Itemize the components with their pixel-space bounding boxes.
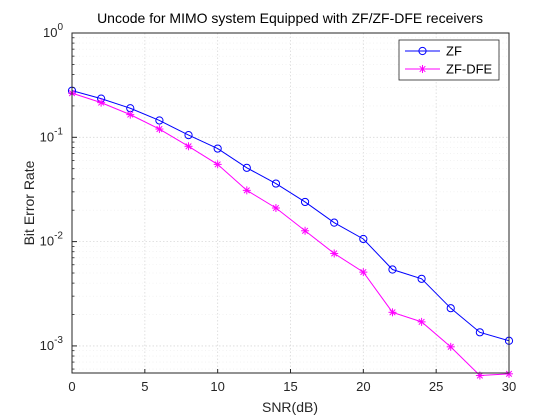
x-tick-label: 30: [502, 379, 516, 394]
data-point-asterisk: [330, 249, 339, 258]
data-point-circle: [446, 304, 455, 313]
x-tick-label: 25: [429, 379, 443, 394]
data-point-asterisk: [301, 226, 310, 235]
data-point-asterisk: [418, 65, 427, 73]
data-point-circle: [475, 328, 484, 337]
series-line-zf: [71, 90, 510, 342]
data-point-asterisk: [126, 110, 135, 119]
legend-box: [398, 39, 500, 81]
data-point-circle: [300, 197, 310, 207]
data-point-asterisk: [213, 160, 222, 169]
y-tick-label: 100: [43, 22, 63, 40]
data-point-asterisk: [184, 142, 193, 151]
data-point-circle: [388, 265, 397, 274]
y-axis-label: Bit Error Rate: [21, 160, 37, 245]
y-tick-label: 10-1: [40, 126, 64, 144]
y-tick-label: 10-2: [40, 231, 64, 249]
data-point-asterisk: [242, 186, 251, 195]
series-line-zf-dfe: [71, 92, 510, 377]
data-point-asterisk: [417, 317, 426, 326]
data-point-asterisk: [155, 125, 164, 134]
data-point-circle: [418, 46, 427, 56]
y-tick-label: 10-3: [40, 335, 64, 353]
data-point-circle: [242, 163, 251, 172]
x-tick-label: 15: [283, 379, 297, 394]
x-tick-label: 20: [356, 379, 370, 394]
x-tick-label: 0: [68, 379, 75, 394]
legend-label-zf-dfe: ZF-DFE: [446, 62, 493, 77]
plot-background: [72, 33, 509, 373]
data-point-circle: [213, 144, 222, 153]
legend-label-zf: ZF: [446, 44, 462, 59]
data-point-circle: [359, 234, 368, 244]
x-axis-label: SNR(dB): [262, 399, 318, 415]
legend: ZF ZF-DFE: [398, 39, 500, 81]
data-point-circle: [417, 274, 426, 283]
axis-ticks: 0 5 10 15 20 25 30 100 10-1 10-2 10-3: [40, 22, 517, 394]
data-point-circle: [155, 116, 164, 125]
data-point-circle: [271, 179, 281, 188]
x-tick-label: 5: [141, 379, 148, 394]
data-point-circle: [184, 130, 193, 140]
data-point-asterisk: [446, 342, 455, 351]
data-point-circle: [330, 218, 339, 227]
chart-title: Uncode for MIMO system Equipped with ZF/…: [97, 10, 483, 26]
data-point-asterisk: [271, 204, 280, 213]
x-tick-label: 10: [210, 379, 224, 394]
data-point-asterisk: [388, 308, 397, 317]
data-point-asterisk: [359, 268, 368, 277]
data-point-asterisk: [97, 98, 106, 107]
